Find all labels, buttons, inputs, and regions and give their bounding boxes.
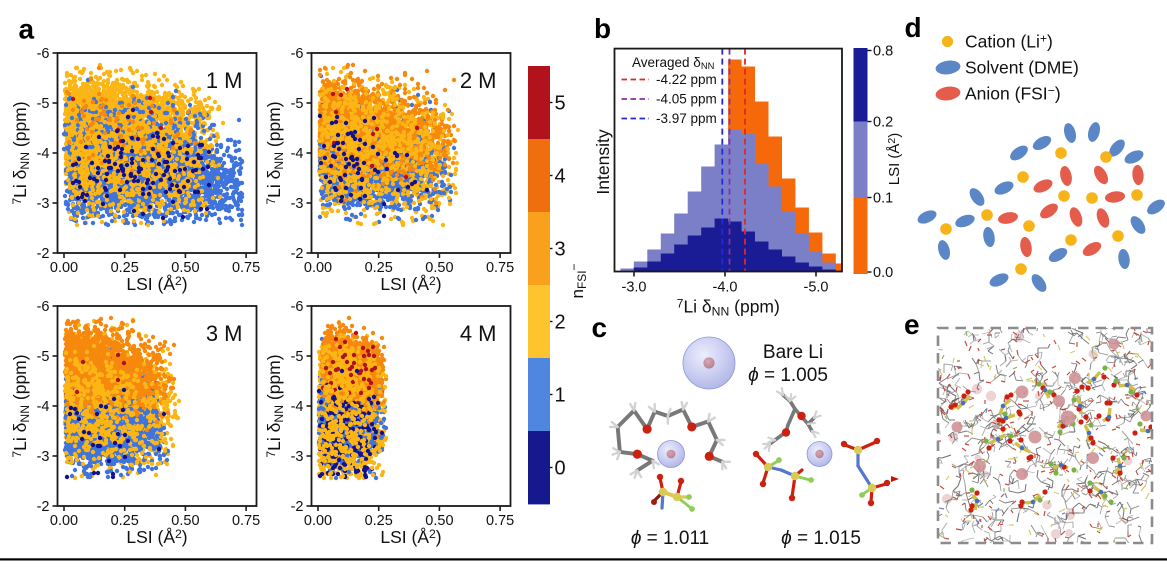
svg-text:LSI (Å2): LSI (Å2) bbox=[126, 274, 187, 294]
svg-text:ϕ = 1.015: ϕ = 1.015 bbox=[781, 528, 861, 549]
svg-text:1: 1 bbox=[555, 385, 566, 407]
svg-text:0.75: 0.75 bbox=[232, 513, 260, 529]
svg-text:-5: -5 bbox=[291, 349, 304, 365]
svg-text:7Li δNN (ppm): 7Li δNN (ppm) bbox=[677, 297, 780, 319]
svg-text:Intensity: Intensity bbox=[593, 129, 613, 194]
svg-text:-6: -6 bbox=[291, 299, 304, 315]
svg-text:b: b bbox=[594, 13, 611, 44]
svg-text:0.25: 0.25 bbox=[365, 513, 393, 529]
svg-text:-3: -3 bbox=[291, 449, 304, 465]
svg-text:0.50: 0.50 bbox=[425, 260, 453, 276]
svg-text:7Li δNN (ppm): 7Li δNN (ppm) bbox=[264, 354, 286, 457]
svg-text:0.8: 0.8 bbox=[873, 44, 893, 60]
svg-text:0.75: 0.75 bbox=[232, 260, 260, 276]
svg-text:-3: -3 bbox=[37, 449, 50, 465]
svg-text:Solvent (DME): Solvent (DME) bbox=[965, 58, 1079, 78]
svg-text:3 M: 3 M bbox=[206, 321, 243, 346]
svg-text:e: e bbox=[904, 309, 920, 340]
svg-text:-3: -3 bbox=[291, 196, 304, 212]
svg-text:-3.0: -3.0 bbox=[622, 280, 647, 296]
svg-text:-2: -2 bbox=[291, 499, 304, 515]
svg-text:0.00: 0.00 bbox=[50, 260, 78, 276]
svg-text:2 M: 2 M bbox=[460, 68, 497, 93]
svg-text:-4: -4 bbox=[37, 399, 50, 415]
svg-text:-4: -4 bbox=[291, 146, 304, 162]
svg-text:0.25: 0.25 bbox=[365, 260, 393, 276]
svg-text:-6: -6 bbox=[37, 299, 50, 315]
svg-text:3: 3 bbox=[555, 239, 566, 261]
svg-text:0.50: 0.50 bbox=[171, 260, 199, 276]
svg-text:-2: -2 bbox=[37, 499, 50, 515]
svg-text:Averaged δNN: Averaged δNN bbox=[632, 55, 714, 71]
svg-text:-5: -5 bbox=[37, 349, 50, 365]
svg-text:0.2: 0.2 bbox=[873, 115, 893, 131]
svg-text:-4: -4 bbox=[291, 399, 304, 415]
svg-text:-5.0: -5.0 bbox=[804, 280, 829, 296]
svg-text:1 M: 1 M bbox=[206, 68, 243, 93]
svg-text:Bare Li: Bare Li bbox=[763, 342, 823, 363]
svg-text:-4.0: -4.0 bbox=[713, 280, 738, 296]
svg-text:-3: -3 bbox=[37, 196, 50, 212]
svg-text:0.00: 0.00 bbox=[304, 260, 332, 276]
svg-text:LSI (Å2): LSI (Å2) bbox=[126, 527, 187, 547]
svg-text:-2: -2 bbox=[37, 246, 50, 262]
svg-text:nFSI−: nFSI− bbox=[567, 263, 588, 298]
svg-text:0.75: 0.75 bbox=[486, 260, 514, 276]
svg-text:7Li δNN (ppm): 7Li δNN (ppm) bbox=[264, 101, 286, 204]
svg-text:-3.97 ppm: -3.97 ppm bbox=[656, 111, 717, 126]
svg-text:-5: -5 bbox=[291, 96, 304, 112]
svg-text:-4.22 ppm: -4.22 ppm bbox=[656, 72, 717, 87]
svg-text:-5: -5 bbox=[37, 96, 50, 112]
svg-text:ϕ = 1.005: ϕ = 1.005 bbox=[748, 365, 828, 386]
svg-text:0.00: 0.00 bbox=[304, 513, 332, 529]
svg-text:4: 4 bbox=[555, 166, 566, 188]
svg-text:4 M: 4 M bbox=[460, 321, 497, 346]
svg-text:a: a bbox=[19, 14, 35, 45]
svg-text:0.00: 0.00 bbox=[50, 513, 78, 529]
svg-text:LSI (Å2): LSI (Å2) bbox=[380, 274, 441, 294]
svg-text:0: 0 bbox=[555, 458, 566, 480]
svg-text:0.75: 0.75 bbox=[486, 513, 514, 529]
svg-text:2: 2 bbox=[555, 312, 566, 334]
svg-text:LSI (Å2): LSI (Å2) bbox=[886, 133, 903, 186]
svg-text:7Li δNN (ppm): 7Li δNN (ppm) bbox=[10, 101, 32, 204]
svg-text:-2: -2 bbox=[291, 246, 304, 262]
svg-text:0.50: 0.50 bbox=[425, 513, 453, 529]
svg-text:d: d bbox=[905, 12, 922, 43]
svg-text:-6: -6 bbox=[37, 46, 50, 62]
svg-text:c: c bbox=[592, 312, 608, 343]
svg-text:Anion (FSI−): Anion (FSI−) bbox=[965, 84, 1061, 104]
svg-text:-6: -6 bbox=[291, 46, 304, 62]
svg-text:0.25: 0.25 bbox=[111, 260, 139, 276]
svg-text:0.0: 0.0 bbox=[873, 265, 893, 281]
svg-text:5: 5 bbox=[555, 93, 566, 115]
svg-text:7Li δNN (ppm): 7Li δNN (ppm) bbox=[10, 354, 32, 457]
svg-text:-4.05 ppm: -4.05 ppm bbox=[656, 92, 717, 107]
svg-text:Cation (Li+): Cation (Li+) bbox=[965, 32, 1053, 52]
svg-text:LSI (Å2): LSI (Å2) bbox=[380, 527, 441, 547]
svg-text:0.50: 0.50 bbox=[171, 513, 199, 529]
svg-text:ϕ = 1.011: ϕ = 1.011 bbox=[631, 528, 709, 549]
svg-text:0.1: 0.1 bbox=[873, 191, 893, 207]
svg-text:0.25: 0.25 bbox=[111, 513, 139, 529]
svg-text:-4: -4 bbox=[37, 146, 50, 162]
